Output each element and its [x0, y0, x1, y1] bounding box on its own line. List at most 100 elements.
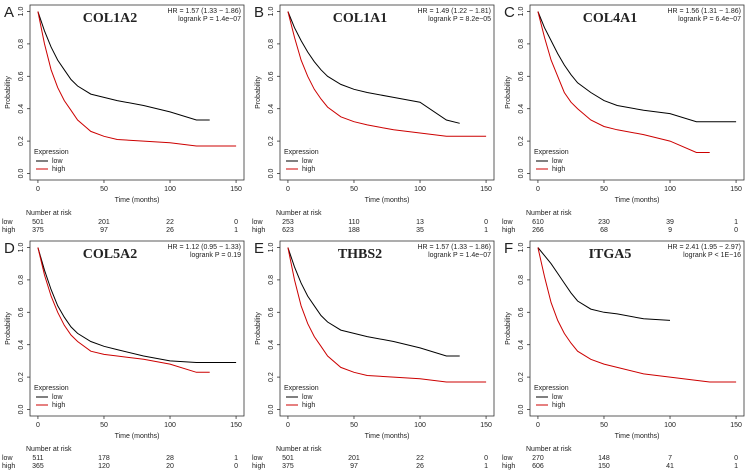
x-tick-label: 0	[536, 186, 540, 193]
legend-label: low	[302, 394, 313, 401]
x-tick-label: 100	[164, 186, 176, 193]
x-tick-label: 150	[730, 422, 742, 429]
annotation: logrank P = 0.19	[190, 252, 241, 259]
survival-curve	[537, 247, 737, 383]
annotation: logrank P = 1.4e−07	[428, 252, 491, 259]
x-tick-label: 0	[536, 422, 540, 429]
risk-count: 230	[598, 219, 610, 226]
x-tick-label: 150	[230, 186, 242, 193]
legend-label: low	[552, 394, 563, 401]
risk-row-label: high	[252, 463, 265, 470]
legend-title: Expression	[34, 385, 69, 392]
risk-count: 0	[234, 219, 238, 226]
legend-label: high	[302, 402, 315, 409]
legend-title: Expression	[534, 385, 569, 392]
risk-count: 375	[32, 227, 44, 234]
y-tick-label: 1.0	[268, 243, 275, 253]
risk-row-label: high	[2, 463, 15, 470]
plot-frame	[529, 4, 745, 181]
risk-row-label: high	[502, 463, 515, 470]
risk-count: 35	[416, 227, 424, 234]
x-tick-label: 0	[286, 186, 290, 193]
y-tick-label: 0.0	[518, 169, 525, 179]
risk-count: 1	[234, 227, 238, 234]
risk-count: 39	[666, 219, 674, 226]
risk-count: 188	[348, 227, 360, 234]
y-axis-label: Probability	[505, 312, 512, 345]
risk-count: 68	[600, 227, 608, 234]
risk-count: 375	[282, 463, 294, 470]
x-tick-label: 50	[100, 422, 108, 429]
risk-row-label: high	[2, 227, 15, 234]
plot-frame	[529, 240, 745, 417]
risk-count: 150	[598, 463, 610, 470]
panel: D COL5A2 HR = 1.12 (0.95 − 1.33)logrank P …	[2, 240, 245, 470]
y-tick-label: 0.2	[268, 136, 275, 146]
survival-curve	[37, 247, 237, 363]
risk-count: 110	[348, 219, 359, 226]
risk-count: 28	[166, 455, 174, 462]
y-tick-label: 1.0	[18, 243, 25, 253]
x-tick-label: 150	[230, 422, 242, 429]
y-tick-label: 1.0	[268, 7, 275, 17]
risk-count: 0	[234, 463, 238, 470]
legend-title: Expression	[284, 385, 319, 392]
y-tick-label: 1.0	[18, 7, 25, 17]
risk-row-label: low	[2, 219, 13, 226]
legend-title: Expression	[284, 149, 319, 156]
risk-count: 0	[484, 455, 488, 462]
y-tick-label: 0.0	[18, 405, 25, 415]
chart-title: COL4A1	[583, 11, 637, 26]
x-tick-label: 100	[414, 186, 426, 193]
x-tick-label: 50	[350, 422, 358, 429]
survival-curve	[537, 11, 710, 153]
x-tick-label: 150	[480, 186, 492, 193]
risk-count: 623	[282, 227, 294, 234]
risk-count: 266	[532, 227, 544, 234]
panel-label: A	[4, 4, 14, 21]
annotation: logrank P = 1.4e−07	[178, 16, 241, 23]
legend-label: high	[552, 166, 565, 173]
risk-title: Number at risk	[526, 446, 572, 453]
y-tick-label: 0.4	[268, 104, 275, 114]
y-tick-label: 0.2	[518, 136, 525, 146]
risk-count: 0	[734, 227, 738, 234]
annotation: HR = 1.12 (0.95 − 1.33)	[167, 244, 241, 251]
y-tick-label: 0.2	[518, 372, 525, 382]
chart-title: COL1A1	[333, 11, 387, 26]
risk-count: 7	[668, 455, 672, 462]
x-tick-label: 150	[730, 186, 742, 193]
x-axis-label: Time (months)	[115, 433, 160, 440]
risk-count: 41	[666, 463, 674, 470]
risk-count: 22	[166, 219, 174, 226]
x-axis-label: Time (months)	[365, 197, 410, 204]
y-tick-label: 0.0	[268, 405, 275, 415]
y-tick-label: 1.0	[518, 7, 525, 17]
risk-title: Number at risk	[26, 446, 72, 453]
risk-count: 0	[734, 455, 738, 462]
risk-count: 22	[416, 455, 424, 462]
x-tick-label: 150	[480, 422, 492, 429]
chart-title: COL1A2	[83, 11, 137, 26]
y-tick-label: 0.4	[268, 340, 275, 350]
x-tick-label: 0	[36, 186, 40, 193]
annotation: logrank P < 1E−16	[683, 252, 741, 259]
survival-curve	[287, 11, 487, 137]
panel-label: F	[504, 240, 513, 257]
y-tick-label: 0.4	[518, 104, 525, 114]
x-tick-label: 50	[100, 186, 108, 193]
y-tick-label: 0.8	[518, 39, 525, 49]
x-axis-label: Time (months)	[615, 433, 660, 440]
risk-row-label: low	[2, 455, 13, 462]
y-tick-label: 0.6	[518, 307, 525, 317]
x-tick-label: 50	[600, 186, 608, 193]
panel: E THBS2 HR = 1.57 (1.33 − 1.86)logrank P =…	[252, 240, 495, 470]
annotation: HR = 1.56 (1.31 − 1.86)	[667, 8, 741, 15]
panel-label: E	[254, 240, 264, 257]
risk-count: 201	[348, 455, 360, 462]
legend-label: high	[552, 402, 565, 409]
y-tick-label: 0.6	[268, 307, 275, 317]
y-tick-label: 0.2	[268, 372, 275, 382]
panel-label: C	[504, 4, 515, 21]
